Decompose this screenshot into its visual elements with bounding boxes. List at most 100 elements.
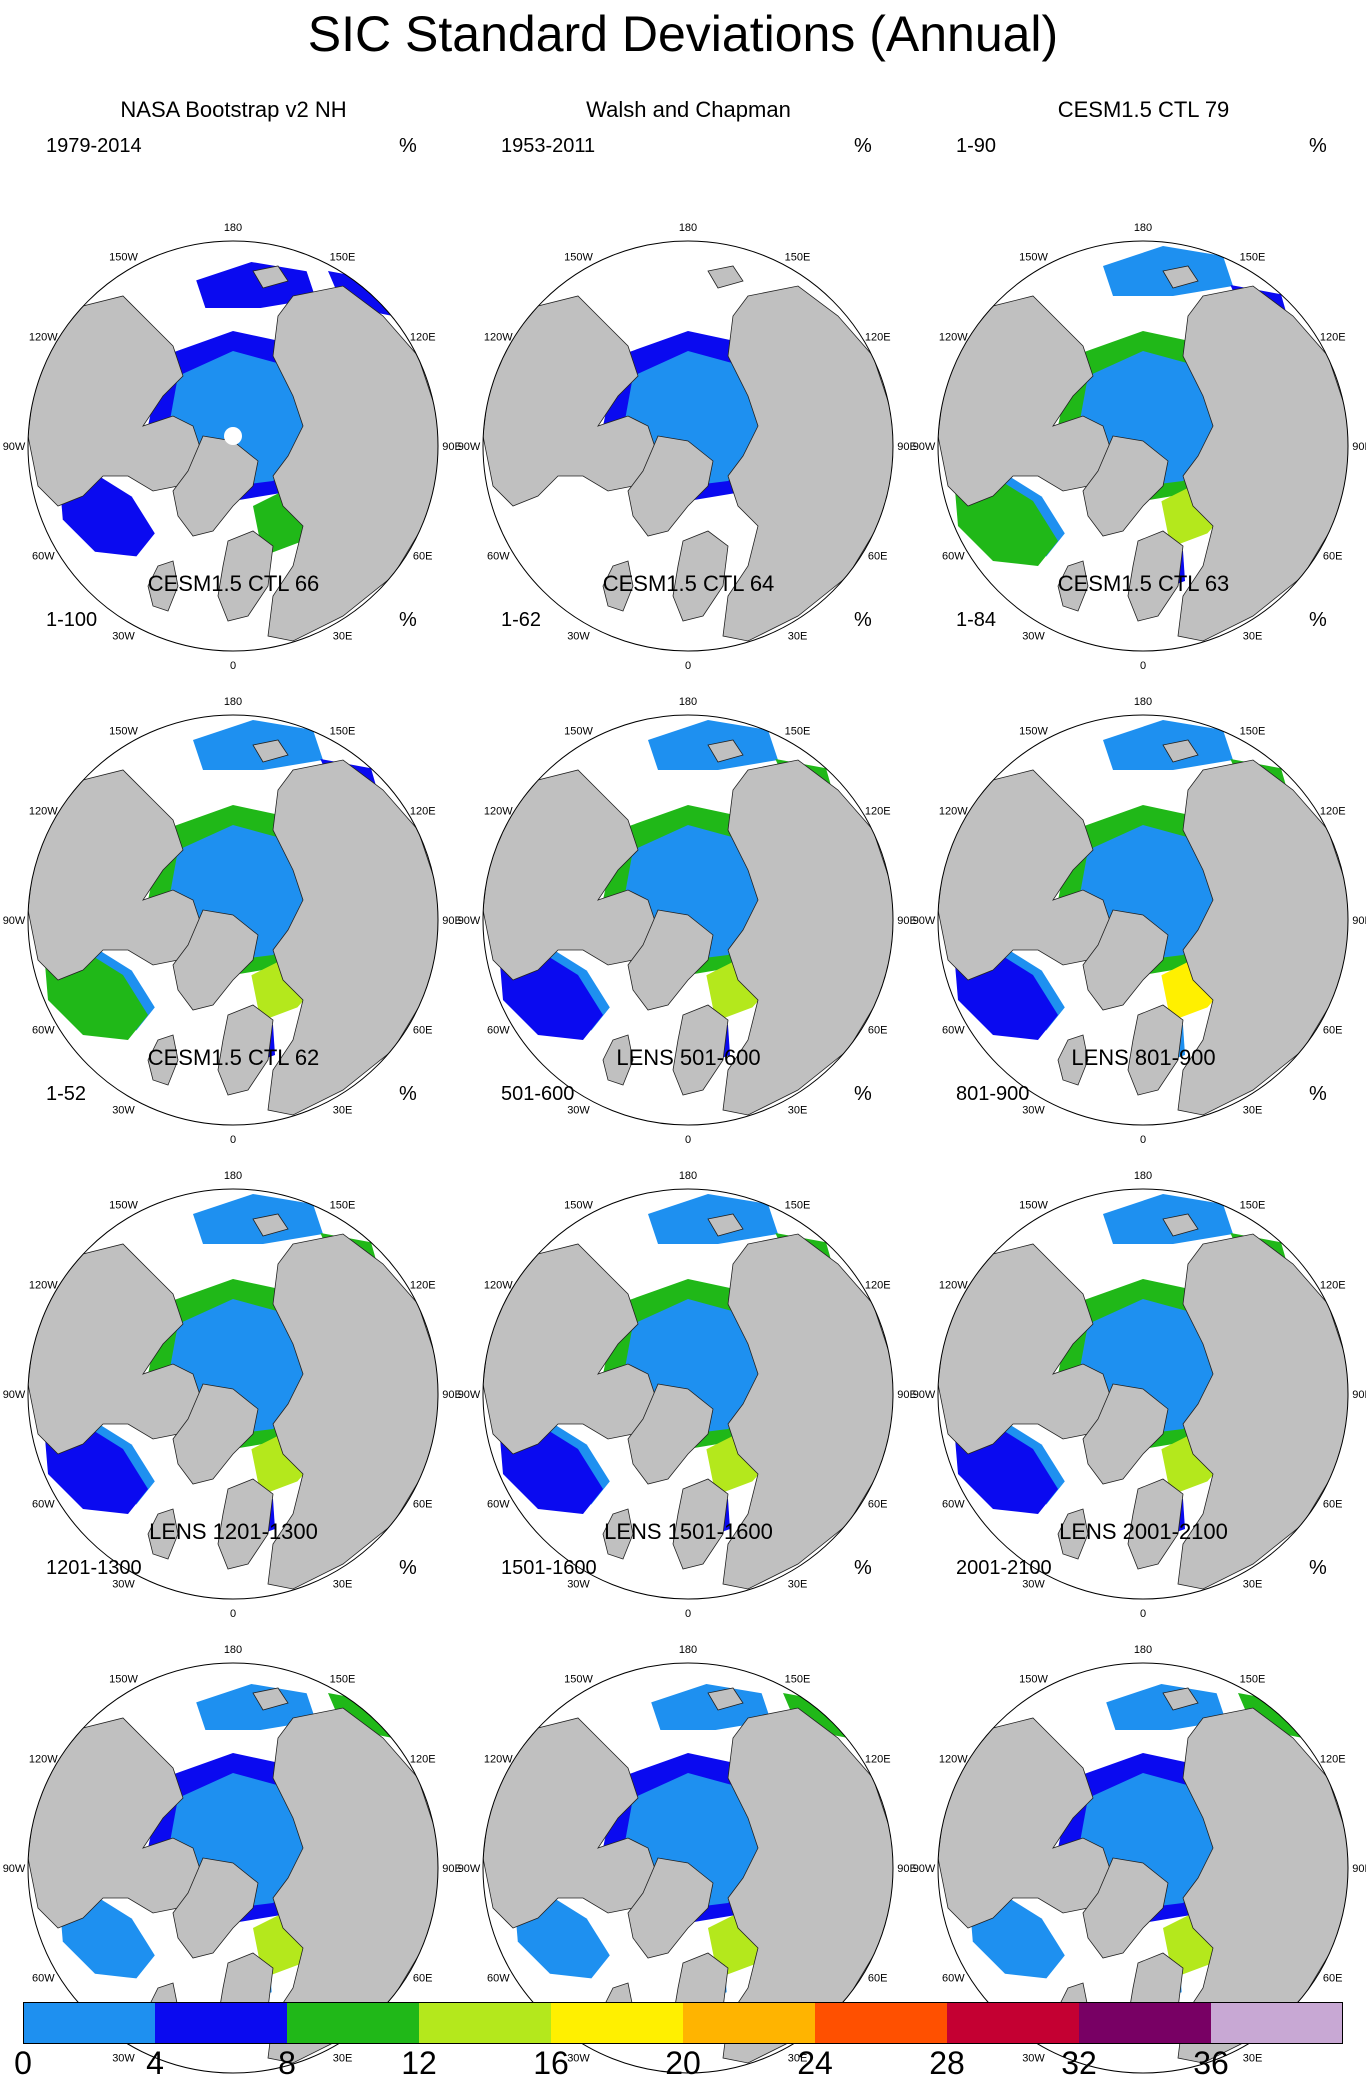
map-boundary: [27, 1188, 439, 1600]
land-mass: [483, 1243, 659, 1455]
panel-title: CESM1.5 CTL 64: [602, 571, 775, 596]
land-mass: [1057, 560, 1089, 612]
land-mass: [938, 1243, 1114, 1455]
colorbar-tick-label: 20: [665, 2045, 701, 2081]
map-boundary: [482, 1188, 894, 1600]
longitude-label: 120W: [29, 1754, 58, 1766]
colorbar-bin: [551, 2002, 684, 2044]
longitude-label: 150E: [330, 251, 356, 263]
panel-period: 801-900: [956, 1083, 1030, 1105]
land-mass: [267, 285, 438, 642]
panel-title: LENS 1201-1300: [149, 1519, 318, 1544]
longitude-label: 150E: [330, 1673, 356, 1685]
longitude-label: 150W: [564, 251, 593, 263]
land-mass: [627, 1383, 714, 1485]
longitude-label: 120W: [939, 806, 968, 818]
land-mass: [483, 295, 659, 507]
longitude-label: 150W: [109, 725, 138, 737]
longitude-label: 60W: [942, 1973, 965, 1985]
longitude-label: 60E: [413, 1025, 433, 1037]
colorbar-bin: [947, 2002, 1080, 2044]
longitude-label: 30E: [333, 2053, 353, 2065]
longitude-label: 0: [230, 660, 236, 672]
longitude-label: 0: [1140, 1608, 1146, 1620]
panel-grid: NASA Bootstrap v2 NH 1979-2014% 180 150E 120…: [3, 96, 1366, 2074]
land-mass: [602, 1508, 634, 1560]
longitude-label: 60W: [942, 1025, 965, 1037]
panel-title: CESM1.5 CTL 63: [1057, 571, 1230, 596]
map-panel: CESM1.5 CTL 62 1-52% 180 150E 120E 90E 60E 30E 0…: [3, 1044, 462, 1620]
map-boundary: [27, 714, 439, 1126]
longitude-label: 30E: [788, 631, 808, 643]
longitude-label: 30W: [112, 1579, 135, 1591]
colorbar-tick-label: 32: [1061, 2045, 1097, 2081]
map-panel: LENS 2001-2100 2001-2100% 180 150E 120E 90E 60…: [913, 1518, 1366, 2074]
longitude-label: 30E: [788, 2053, 808, 2065]
panel-unit: %: [399, 1557, 417, 1579]
longitude-label: 0: [1140, 660, 1146, 672]
longitude-label: 60W: [32, 1973, 55, 1985]
land-mass: [672, 1478, 729, 1570]
land-mass: [483, 769, 659, 981]
land-mass: [938, 1717, 1114, 1929]
longitude-label: 120E: [1320, 1280, 1346, 1292]
pole-hole: [224, 427, 242, 445]
longitude-label: 60E: [868, 1499, 888, 1511]
panel-period: 1-84: [956, 609, 997, 631]
land-mass: [1127, 1478, 1184, 1570]
longitude-label: 60E: [868, 1025, 888, 1037]
panel-title: LENS 801-900: [1071, 1045, 1216, 1070]
map-panel: CESM1.5 CTL 66 1-100% 180 150E 120E 90E 60E 30E…: [3, 570, 462, 1146]
colorbar-bin: [287, 2002, 420, 2044]
longitude-label: 150E: [785, 1199, 811, 1211]
map-panel: NASA Bootstrap v2 NH 1979-2014% 180 150E 120…: [3, 96, 462, 672]
longitude-label: 150W: [564, 725, 593, 737]
land-mass: [672, 530, 729, 622]
map-boundary: [27, 1662, 439, 2074]
panel-title: Walsh and Chapman: [586, 97, 791, 122]
land-mass: [602, 1034, 634, 1086]
longitude-label: 180: [224, 696, 242, 708]
longitude-label: 120E: [865, 332, 891, 344]
land-mass: [1127, 530, 1184, 622]
longitude-label: 90W: [458, 441, 481, 453]
land-mass: [1177, 759, 1348, 1116]
longitude-label: 180: [1134, 222, 1152, 234]
colorbar-bin: [1079, 2002, 1212, 2044]
longitude-label: 30W: [567, 1579, 590, 1591]
longitude-label: 120E: [410, 1754, 436, 1766]
longitude-label: 60E: [868, 1973, 888, 1985]
land-mass: [1082, 1857, 1169, 1959]
longitude-label: 30W: [112, 1105, 135, 1117]
land-mass: [267, 1233, 438, 1590]
longitude-label: 90E: [897, 915, 917, 927]
longitude-label: 90E: [442, 441, 462, 453]
longitude-label: 90E: [897, 1863, 917, 1875]
longitude-label: 150E: [1240, 251, 1266, 263]
colorbar-bin: [683, 2002, 816, 2044]
map-boundary: [482, 240, 894, 652]
longitude-label: 30E: [333, 1579, 353, 1591]
land-mass: [938, 295, 1114, 507]
longitude-label: 90W: [3, 915, 26, 927]
longitude-label: 120W: [939, 1754, 968, 1766]
longitude-label: 90E: [442, 1389, 462, 1401]
longitude-label: 120W: [484, 332, 513, 344]
land-mass: [602, 560, 634, 612]
panel-period: 1501-1600: [501, 1557, 597, 1579]
panel-title: LENS 2001-2100: [1059, 1519, 1228, 1544]
longitude-label: 0: [1140, 1134, 1146, 1146]
map-panel: LENS 1201-1300 1201-1300% 180 150E 120E 90E 60…: [3, 1518, 462, 2074]
longitude-label: 30W: [567, 2053, 590, 2065]
longitude-label: 180: [679, 222, 697, 234]
land-mass: [28, 1717, 204, 1929]
panel-title: CESM1.5 CTL 62: [147, 1045, 320, 1070]
longitude-label: 0: [685, 1608, 691, 1620]
longitude-label: 60W: [487, 1499, 510, 1511]
longitude-label: 120W: [939, 332, 968, 344]
